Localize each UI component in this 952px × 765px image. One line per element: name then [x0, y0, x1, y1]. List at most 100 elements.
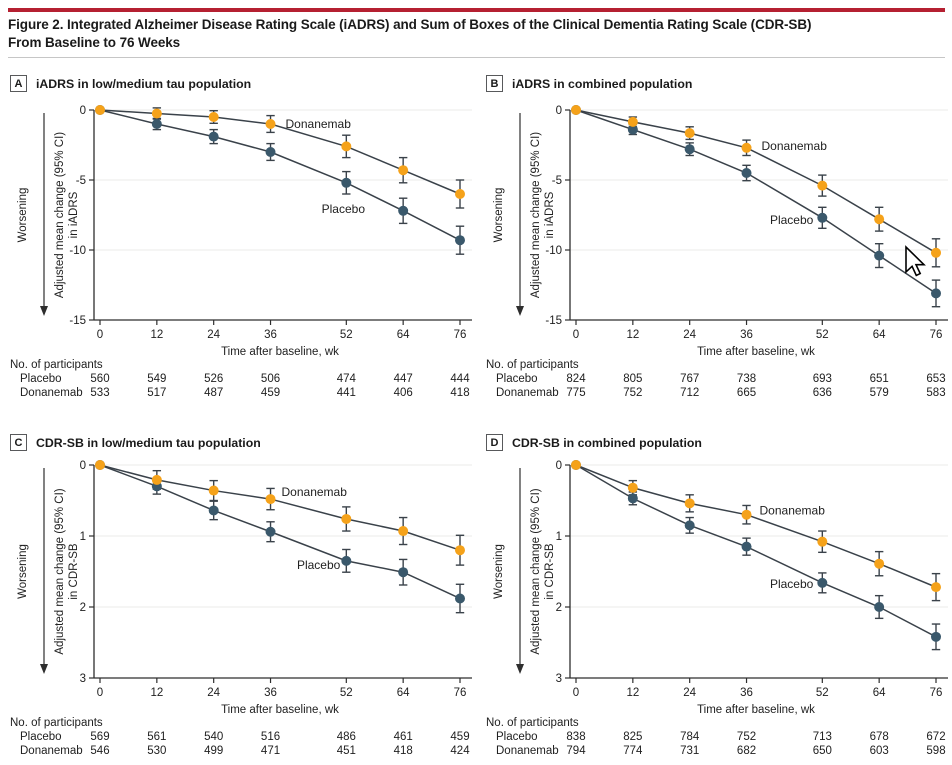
- x-tick-label: 0: [573, 687, 579, 699]
- x-tick-label: 64: [397, 329, 410, 341]
- panel-d-title: CDR-SB in combined population: [512, 435, 702, 450]
- y-axis-title-line2: in iADRS: [68, 191, 80, 238]
- x-tick-label: 76: [454, 687, 467, 699]
- data-point-placebo: [455, 593, 465, 604]
- participants-count: 459: [261, 387, 280, 399]
- y-tick-label: -15: [69, 315, 86, 327]
- series-label-donanemab: Donanemab: [762, 139, 828, 153]
- data-point-donanemab: [455, 189, 465, 199]
- participants-row-label: Donanemab: [496, 387, 559, 399]
- participants-row-label: Donanemab: [20, 745, 83, 757]
- data-point-donanemab: [684, 498, 695, 509]
- x-tick-label: 12: [150, 329, 163, 341]
- participants-count: 651: [870, 373, 889, 385]
- y-tick-label: -5: [552, 175, 562, 187]
- data-point-placebo: [817, 577, 828, 588]
- x-tick-label: 12: [626, 687, 639, 699]
- participants-count: 682: [737, 745, 756, 757]
- panel-c-header: C CDR-SB in low/medium tau population: [10, 434, 261, 451]
- worsening-arrow-head: [516, 664, 524, 674]
- participants-count: 569: [90, 731, 109, 743]
- series-line-donanemab: [575, 464, 937, 588]
- x-axis-title: Time after baseline, wk: [221, 704, 339, 716]
- participants-count: 461: [394, 731, 413, 743]
- participants-count: 579: [870, 387, 889, 399]
- participants-count: 838: [566, 731, 585, 743]
- panel-d-header: D CDR-SB in combined population: [486, 434, 702, 451]
- participants-count: 533: [90, 387, 109, 399]
- participants-count: 516: [261, 731, 280, 743]
- participants-count: 731: [680, 745, 699, 757]
- panel-b-title: iADRS in combined population: [512, 76, 693, 91]
- data-point-donanemab: [398, 165, 409, 176]
- series-label-placebo: Placebo: [770, 577, 814, 591]
- x-tick-label: 36: [740, 687, 753, 699]
- participants-count: 713: [813, 731, 832, 743]
- participants-count: 665: [737, 387, 756, 399]
- data-point-placebo: [341, 555, 352, 566]
- data-point-placebo: [265, 526, 276, 537]
- participants-row-label: Placebo: [20, 731, 62, 743]
- data-point-placebo: [741, 168, 752, 178]
- participants-row-label: Donanemab: [496, 745, 559, 757]
- data-point-donanemab: [398, 526, 409, 537]
- participants-count: 824: [566, 373, 586, 385]
- x-tick-label: 36: [264, 329, 277, 341]
- data-point-donanemab: [571, 460, 581, 470]
- data-point-placebo: [151, 119, 162, 129]
- y-tick-label: 0: [80, 105, 86, 117]
- y-tick-label: -10: [545, 245, 562, 257]
- panel-a-letter-badge: A: [10, 75, 27, 92]
- x-tick-label: 52: [340, 687, 353, 699]
- data-point-donanemab: [874, 558, 885, 569]
- participants-count: 693: [813, 373, 832, 385]
- data-point-donanemab: [265, 119, 276, 129]
- data-point-donanemab: [341, 141, 352, 152]
- x-tick-label: 24: [683, 329, 696, 341]
- participants-count: 560: [90, 373, 109, 385]
- data-point-placebo: [455, 235, 465, 246]
- worsening-arrow-head: [40, 306, 48, 316]
- data-point-donanemab: [874, 214, 885, 225]
- data-point-placebo: [265, 147, 276, 157]
- participants-count: 447: [394, 373, 413, 385]
- y-axis-title-line1: Adjusted mean change (95% CI): [530, 132, 542, 298]
- data-point-donanemab: [341, 513, 352, 524]
- series-label-placebo: Placebo: [322, 202, 366, 216]
- x-axis-title: Time after baseline, wk: [697, 704, 815, 716]
- worsening-arrow-head: [40, 664, 48, 674]
- worsening-label: Worsening: [17, 544, 29, 599]
- series-label-donanemab: Donanemab: [760, 504, 826, 518]
- panel-b-letter-badge: B: [486, 75, 503, 92]
- x-tick-label: 36: [740, 329, 753, 341]
- participants-count: 583: [926, 387, 945, 399]
- participants-count: 506: [261, 373, 280, 385]
- participants-row-label: Donanemab: [20, 387, 83, 399]
- panel-c-letter-badge: C: [10, 434, 27, 451]
- participants-count: 653: [926, 373, 945, 385]
- data-point-donanemab: [208, 485, 219, 496]
- y-tick-label: 2: [556, 602, 562, 614]
- y-axis-title-line1: Adjusted mean change (95% CI): [54, 488, 66, 654]
- series-line-placebo: [575, 109, 937, 295]
- participants-count: 471: [261, 745, 280, 757]
- worsening-label: Worsening: [493, 544, 505, 599]
- participants-count: 441: [337, 387, 356, 399]
- x-axis-title: Time after baseline, wk: [221, 346, 339, 358]
- x-tick-label: 36: [264, 687, 277, 699]
- participants-count: 561: [147, 731, 166, 743]
- jama-red-rule: [8, 8, 945, 12]
- x-tick-label: 76: [930, 329, 943, 341]
- data-point-donanemab: [817, 180, 828, 191]
- data-point-placebo: [341, 177, 352, 188]
- data-point-donanemab: [684, 128, 695, 139]
- participants-count: 526: [204, 373, 223, 385]
- x-tick-label: 0: [97, 329, 103, 341]
- mouse-cursor-icon: [905, 245, 926, 277]
- data-point-donanemab: [817, 536, 828, 547]
- participants-row-label: Placebo: [496, 373, 538, 385]
- participants-count: 474: [337, 373, 357, 385]
- participants-count: 418: [394, 745, 413, 757]
